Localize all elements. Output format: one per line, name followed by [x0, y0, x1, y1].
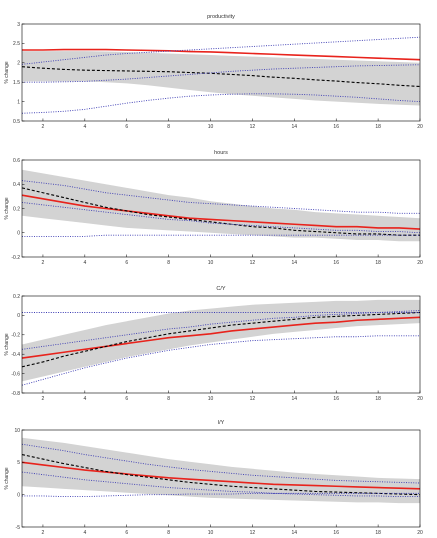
x-tick-label: 16 [333, 260, 339, 266]
x-tick-label: 20 [417, 530, 423, 536]
x-tick-label: 16 [333, 396, 339, 402]
series-line-dotted-4 [21, 201, 421, 234]
x-tick-label: 6 [125, 124, 128, 130]
x-tick-label: 8 [167, 530, 170, 536]
x-tick-label: 10 [208, 124, 214, 130]
confidence-band [22, 51, 420, 106]
plot-frame [21, 295, 421, 394]
x-tick-label: 12 [250, 396, 256, 402]
y-axis-label: % change [4, 61, 10, 83]
series-line-dotted-2 [21, 93, 421, 114]
y-tick-label: 0 [17, 492, 20, 498]
series-line-dotted-4 [21, 310, 421, 350]
x-tick-label: 4 [83, 530, 86, 536]
x-tick-label: 8 [167, 396, 170, 402]
series-line-dotted-4 [22, 64, 421, 83]
series-line-dotted-3 [21, 36, 421, 65]
x-tick-label: 12 [250, 530, 256, 536]
series-line-dotted-2 [22, 234, 420, 237]
x-tick-label: 6 [125, 396, 128, 402]
panel-title: hours [214, 150, 228, 156]
panel-title: I/Y [218, 420, 225, 426]
y-axis-label: % change [4, 333, 10, 355]
y-tick-label: -0.6 [11, 371, 20, 377]
y-tick-label: -5 [16, 525, 21, 531]
panel-1: 2 4 6 8 10 12 14 16 18 20 -0.2 0 0.2 0.4 0.6 hours % cha… [4, 150, 423, 266]
y-tick-label: 1.5 [13, 80, 20, 86]
x-tick-label: 8 [167, 260, 170, 266]
y-tick-label: 5 [17, 460, 20, 466]
x-tick-label: 6 [125, 260, 128, 266]
x-tick-label: 20 [417, 396, 423, 402]
panel-title: C/Y [216, 286, 226, 292]
x-tick-label: 6 [125, 530, 128, 536]
y-tick-label: 10 [14, 428, 20, 434]
x-tick-label: 18 [375, 396, 381, 402]
series-line-solid-0 [22, 48, 421, 61]
x-tick-label: 12 [250, 260, 256, 266]
x-tick-label: 2 [42, 396, 45, 402]
series-line-solid-0 [21, 461, 421, 490]
series-line-dotted-2 [22, 492, 420, 498]
x-tick-label: 14 [292, 396, 298, 402]
x-tick-label: 10 [208, 396, 214, 402]
x-tick-label: 2 [42, 124, 45, 130]
x-tick-label: 4 [83, 260, 86, 266]
series-line-dotted-3 [21, 443, 421, 484]
series-line-dotted-4 [21, 471, 420, 498]
y-tick-label: -0.2 [11, 255, 20, 261]
panel-0: 2 4 6 8 10 12 14 16 18 20 0.5 1 1.5 2 2.5 3 productivity… [4, 14, 423, 130]
x-tick-label: 10 [208, 260, 214, 266]
x-tick-label: 14 [292, 124, 298, 130]
series-line-dashed-1 [21, 66, 421, 88]
x-tick-label: 18 [375, 260, 381, 266]
confidence-band [22, 299, 420, 382]
y-tick-label: 0.6 [13, 158, 20, 164]
x-tick-label: 16 [333, 124, 339, 130]
x-tick-label: 4 [83, 396, 86, 402]
series-line-dashed-1 [21, 311, 421, 368]
x-tick-label: 18 [375, 530, 381, 536]
x-tick-label: 8 [167, 124, 170, 130]
y-tick-label: 0.5 [13, 119, 20, 125]
y-tick-label: -0.4 [11, 352, 20, 358]
x-tick-label: 12 [250, 124, 256, 130]
y-tick-label: 3 [17, 22, 20, 28]
panel-2: 2 4 6 8 10 12 14 16 18 20 -0.8 -0.6 -0.4 -0.2 0 0.2 C/Y%… [4, 286, 423, 402]
y-tick-label: 0.2 [13, 206, 20, 212]
y-tick-label: 0 [17, 313, 20, 319]
series-line-solid-0 [21, 316, 421, 359]
panel-title: productivity [207, 14, 235, 20]
y-axis-label: % change [4, 467, 10, 489]
y-tick-label: -0.8 [11, 391, 20, 397]
series-line-solid-0 [21, 194, 421, 230]
confidence-band [22, 437, 420, 504]
x-tick-label: 16 [333, 530, 339, 536]
x-tick-label: 20 [417, 124, 423, 130]
x-tick-label: 10 [208, 530, 214, 536]
panel-3: 2 4 6 8 10 12 14 16 18 20 -5 0 5 10 I/Y % change [4, 420, 423, 536]
x-tick-label: 2 [42, 530, 45, 536]
series-line-dashed-1 [21, 454, 421, 496]
plot-frame [21, 23, 421, 122]
x-tick-label: 18 [375, 124, 381, 130]
x-tick-label: 14 [292, 260, 298, 266]
series-line-dashed-1 [21, 187, 420, 236]
x-tick-label: 2 [42, 260, 45, 266]
y-tick-label: 0.4 [13, 182, 20, 188]
series-line-dotted-3 [21, 335, 420, 386]
x-tick-label: 20 [417, 260, 423, 266]
x-tick-label: 4 [83, 124, 86, 130]
confidence-band [22, 169, 420, 242]
y-tick-label: 1 [17, 99, 20, 105]
y-tick-label: 2.5 [13, 41, 20, 47]
y-tick-label: 2 [17, 61, 20, 67]
plot-frame [21, 429, 421, 528]
x-tick-label: 14 [292, 530, 298, 536]
y-tick-label: 0.2 [13, 294, 20, 300]
y-tick-label: 0 [17, 231, 20, 237]
y-tick-label: -0.2 [11, 333, 20, 339]
y-axis-label: % change [4, 197, 10, 219]
